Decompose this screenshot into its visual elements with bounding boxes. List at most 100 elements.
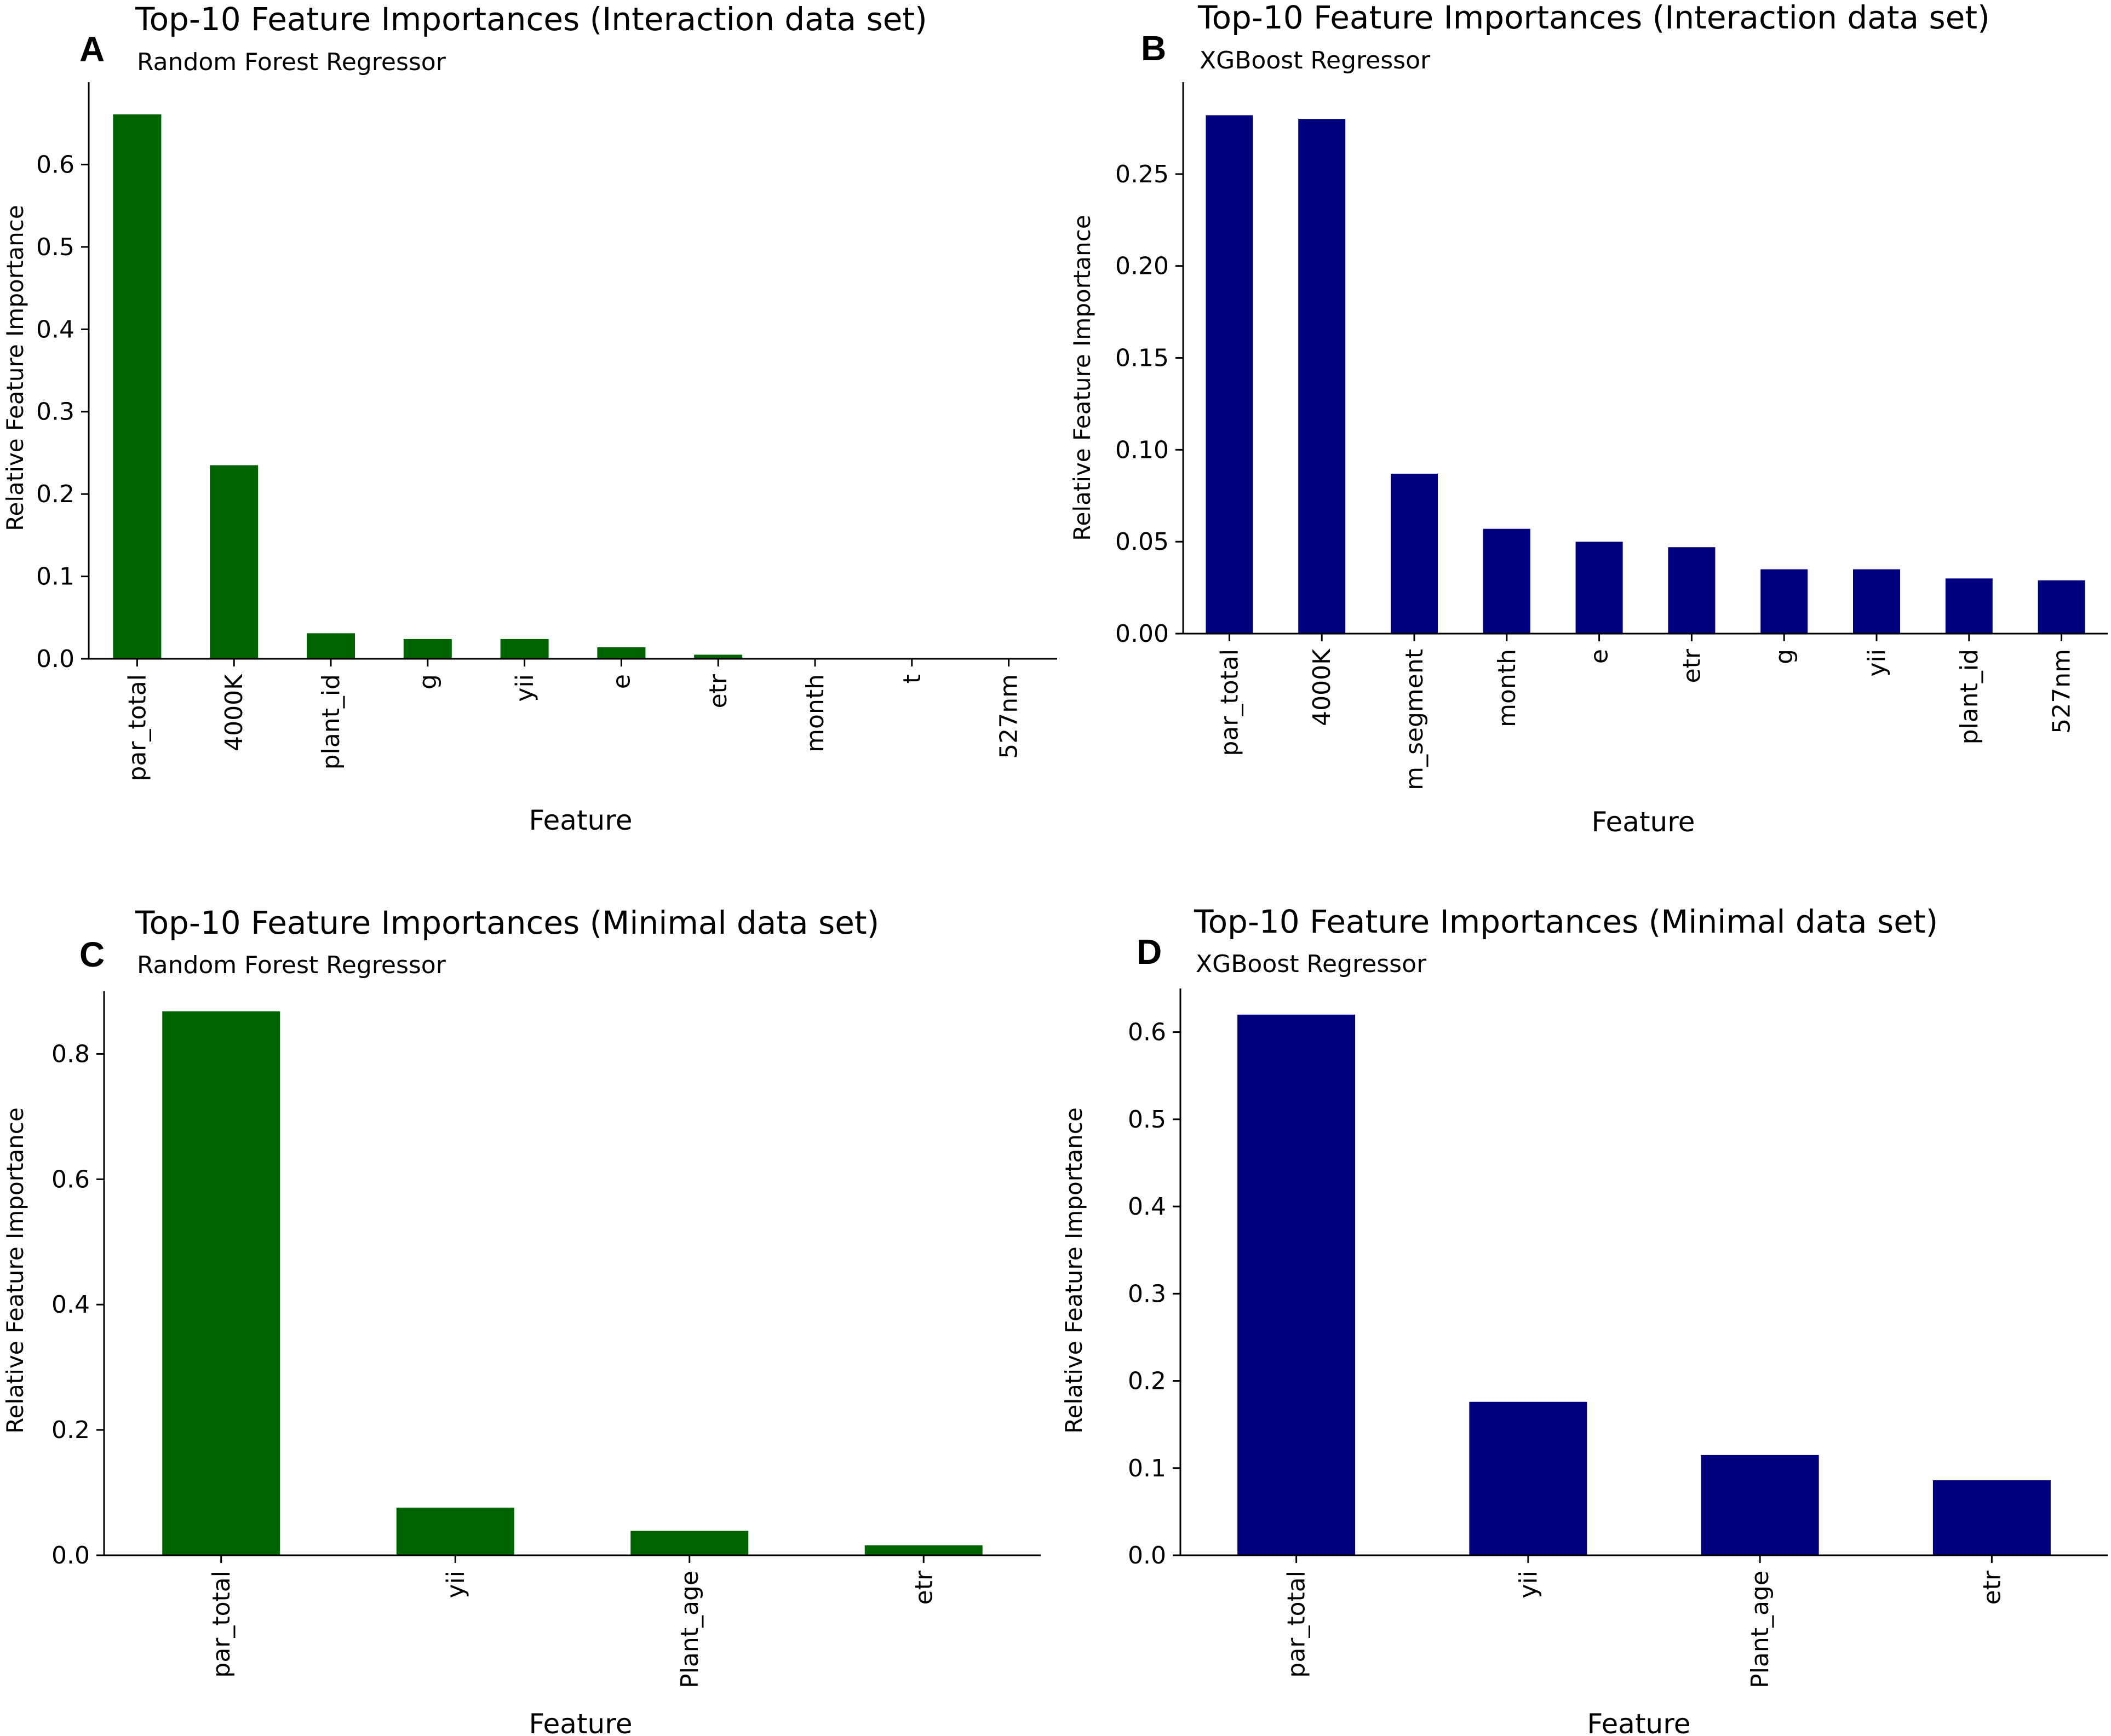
bar-a-etr [694,654,743,659]
x-tick-label-b: month [1493,649,1521,727]
y-tick-label-c: 0.6 [51,1165,90,1193]
bar-a-e [597,647,646,659]
x-tick-label-d: par_total [1283,1571,1311,1678]
y-tick-label-b: 0.15 [1115,344,1169,372]
bar-a-yii [500,639,549,659]
y-tick-label-a: 0.6 [36,151,74,179]
x-axis-label-b: Feature [1592,806,1695,838]
x-tick-label-a: e [607,674,635,689]
plot-area-d: 0.0 0.1 0.2 0.3 0.4 0.5 0.6 par_total yii Plant_a… [1128,988,2108,1688]
y-tick-label-d: 0.6 [1128,1019,1166,1047]
bar-b-month [1483,528,1530,634]
bar-c-etr [864,1545,983,1555]
bar-b-527nm [2038,580,2085,634]
x-axis-label-a: Feature [529,804,633,836]
x-tick-label-a: 527nm [995,674,1023,759]
y-tick-label-d: 0.2 [1128,1367,1166,1395]
y-tick-label-d: 0.1 [1128,1455,1166,1482]
y-tick-label-d: 0.5 [1128,1106,1166,1134]
y-tick-label-a: 0.5 [36,233,74,261]
y-tick-label-a: 0.1 [36,563,74,591]
x-tick-label-b: etr [1678,648,1706,683]
x-tick-label-b: plant_id [1955,649,1983,744]
x-tick-label-b: yii [1863,649,1891,677]
y-tick-label-a: 0.4 [36,315,74,343]
x-tick-label-c: par_total [208,1571,236,1678]
bar-a-4000K [210,465,259,659]
x-tick-label-c: etr [910,1570,938,1605]
x-tick-label-d: Plant_age [1746,1571,1774,1688]
chart-title-d: Top-10 Feature Importances (Minimal data… [1194,903,1938,940]
chart-subtitle-a: Random Forest Regressor [137,48,446,76]
x-tick-label-b: par_total [1215,649,1243,756]
bar-b-etr [1668,547,1716,634]
y-tick-label-c: 0.2 [51,1416,90,1444]
y-axis-label-b: Relative Feature Importance [1069,215,1095,541]
panel-a: A Top-10 Feature Importances (Interactio… [2,1,1057,836]
y-tick-label-b: 0.25 [1115,160,1169,188]
x-tick-label-b: 4000K [1308,648,1336,726]
x-tick-label-b: e [1586,649,1614,664]
x-tick-label-a: g [414,674,442,689]
chart-title-c: Top-10 Feature Importances (Minimal data… [135,904,879,941]
y-tick-label-a: 0.2 [36,480,74,508]
x-tick-label-b: m_segment [1401,649,1429,790]
y-tick-label-c: 0.4 [51,1291,90,1319]
bar-a-g [403,639,452,659]
bar-d-yii [1469,1401,1587,1555]
y-axis-label-d: Relative Feature Importance [1060,1107,1087,1433]
x-axis-label-c: Feature [529,1708,633,1736]
chart-title-a: Top-10 Feature Importances (Interaction … [135,1,927,38]
bar-a-par_total [113,114,162,659]
y-tick-label-c: 0.8 [51,1040,90,1068]
x-tick-label-b: g [1770,649,1798,664]
panel-b: B Top-10 Feature Importances (Interactio… [1069,0,2108,838]
x-tick-label-d: etr [1978,1570,2006,1605]
x-tick-label-d: yii [1515,1571,1542,1599]
y-tick-label-c: 0.0 [51,1542,90,1570]
x-tick-label-a: etr [704,674,732,708]
plot-area-a: 0.0 0.1 0.2 0.3 0.4 0.5 0.6 par_total 4000K plant… [36,82,1057,781]
chart-subtitle-c: Random Forest Regressor [137,951,446,979]
panel-d: D Top-10 Feature Importances (Minimal da… [1060,903,2108,1736]
y-tick-label-a: 0.3 [36,398,74,426]
bar-d-Plant_age [1701,1455,1819,1555]
y-axis-label-c: Relative Feature Importance [2,1107,28,1433]
bar-b-g [1760,569,1808,634]
x-axis-label-d: Feature [1587,1708,1691,1736]
x-tick-label-c: yii [441,1571,469,1599]
bar-c-yii [396,1508,514,1555]
y-tick-label-d: 0.3 [1128,1280,1166,1308]
bar-b-e [1575,542,1623,634]
bar-c-Plant_age [630,1531,749,1555]
panel-letter-d: D [1137,932,1162,972]
x-tick-label-b: 527nm [2048,649,2076,734]
bar-b-yii [1853,569,1900,634]
y-tick-label-d: 0.0 [1128,1542,1166,1570]
x-tick-label-a: yii [511,674,539,702]
x-tick-label-a: t [898,674,926,683]
bar-b-par_total [1206,115,1253,634]
bar-b-4000K [1298,119,1346,634]
y-tick-label-a: 0.0 [36,645,74,673]
bar-a-plant_id [307,633,355,659]
x-tick-label-a: par_total [123,674,151,781]
bar-b-plant_id [1945,578,1993,634]
chart-title-b: Top-10 Feature Importances (Interaction … [1197,0,1990,36]
y-tick-label-b: 0.05 [1115,528,1169,556]
bar-d-par_total [1237,1014,1356,1555]
y-tick-label-b: 0.10 [1115,436,1169,464]
y-tick-label-b: 0.20 [1115,252,1169,280]
bar-d-etr [1932,1480,2051,1555]
bar-b-m_segment [1391,473,1438,634]
plot-area-c: 0.0 0.2 0.4 0.6 0.8 par_total yii Plant_age etr [51,991,1041,1688]
x-tick-label-a: 4000K [220,674,248,751]
panel-letter-c: C [79,935,105,974]
y-tick-label-b: 0.00 [1115,620,1169,648]
plot-area-b: 0.00 0.05 0.10 0.15 0.20 0.25 par_total 4000K m_… [1115,82,2108,790]
panel-letter-a: A [79,30,105,69]
bar-c-par_total [162,1011,280,1555]
y-axis-label-a: Relative Feature Importance [2,205,28,531]
y-tick-label-d: 0.4 [1128,1193,1166,1221]
